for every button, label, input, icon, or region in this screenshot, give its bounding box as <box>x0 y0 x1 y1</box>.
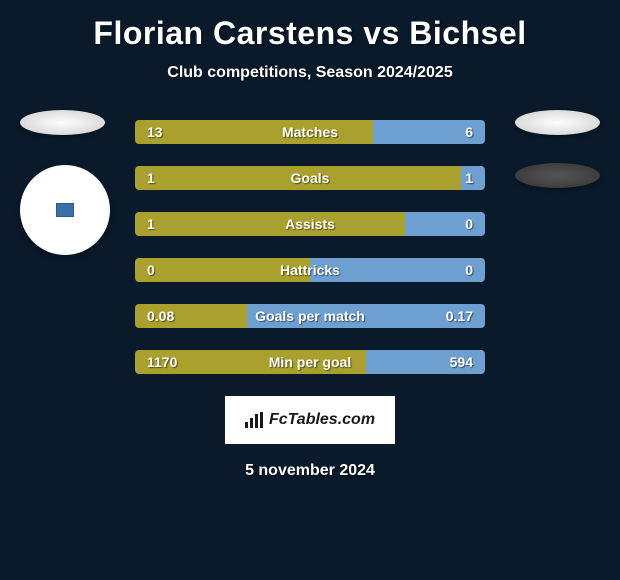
stat-value-right: 1 <box>465 170 473 186</box>
right-player-shapes <box>515 110 600 188</box>
stat-row: 13 6 Matches <box>135 120 485 144</box>
player1-badge <box>20 165 110 255</box>
stat-value-right: 6 <box>465 124 473 140</box>
stat-bar-right: 0 <box>405 212 486 236</box>
stat-label: Goals per match <box>255 308 365 324</box>
stat-row: 0.08 0.17 Goals per match <box>135 304 485 328</box>
logo-box: FcTables.com <box>225 396 395 444</box>
stat-value-right: 594 <box>450 354 473 370</box>
left-player-shapes <box>20 110 110 255</box>
content-area: 13 6 Matches 1 1 Goals 1 0 Assists 0 0 Hattricks 0.0… <box>0 120 620 480</box>
stat-value-right: 0 <box>465 216 473 232</box>
badge-icon <box>56 203 74 217</box>
stat-bar-left: 1 <box>135 212 405 236</box>
stats-column: 13 6 Matches 1 1 Goals 1 0 Assists 0 0 Hattricks 0.0… <box>135 120 485 374</box>
stat-value-right: 0.17 <box>446 308 473 324</box>
stat-row: 0 0 Hattricks <box>135 258 485 282</box>
stat-label: Goals <box>291 170 330 186</box>
stat-value-left: 1 <box>147 216 155 232</box>
stat-label: Hattricks <box>280 262 340 278</box>
logo-text: FcTables.com <box>269 411 375 429</box>
player2-ellipse-2 <box>515 163 600 188</box>
page-title: Florian Carstens vs Bichsel <box>93 15 526 52</box>
stat-row: 1 1 Goals <box>135 166 485 190</box>
stat-value-left: 0.08 <box>147 308 174 324</box>
stat-label: Min per goal <box>269 354 351 370</box>
stat-value-left: 13 <box>147 124 163 140</box>
main-container: Florian Carstens vs Bichsel Club competi… <box>0 0 620 490</box>
subtitle: Club competitions, Season 2024/2025 <box>167 64 452 82</box>
stat-row: 1170 594 Min per goal <box>135 350 485 374</box>
stat-bar-right: 594 <box>366 350 485 374</box>
date-text: 5 november 2024 <box>0 462 620 480</box>
stat-bar-right: 6 <box>373 120 485 144</box>
stat-label: Assists <box>285 216 335 232</box>
player1-ellipse <box>20 110 105 135</box>
stat-row: 1 0 Assists <box>135 212 485 236</box>
player2-ellipse-1 <box>515 110 600 135</box>
stat-value-left: 0 <box>147 262 155 278</box>
stat-label: Matches <box>282 124 338 140</box>
stat-value-right: 0 <box>465 262 473 278</box>
stat-value-left: 1170 <box>147 354 177 370</box>
stat-value-left: 1 <box>147 170 155 186</box>
stat-bar-left: 0.08 <box>135 304 247 328</box>
stat-bar-right: 1 <box>461 166 486 190</box>
chart-icon <box>245 412 265 428</box>
